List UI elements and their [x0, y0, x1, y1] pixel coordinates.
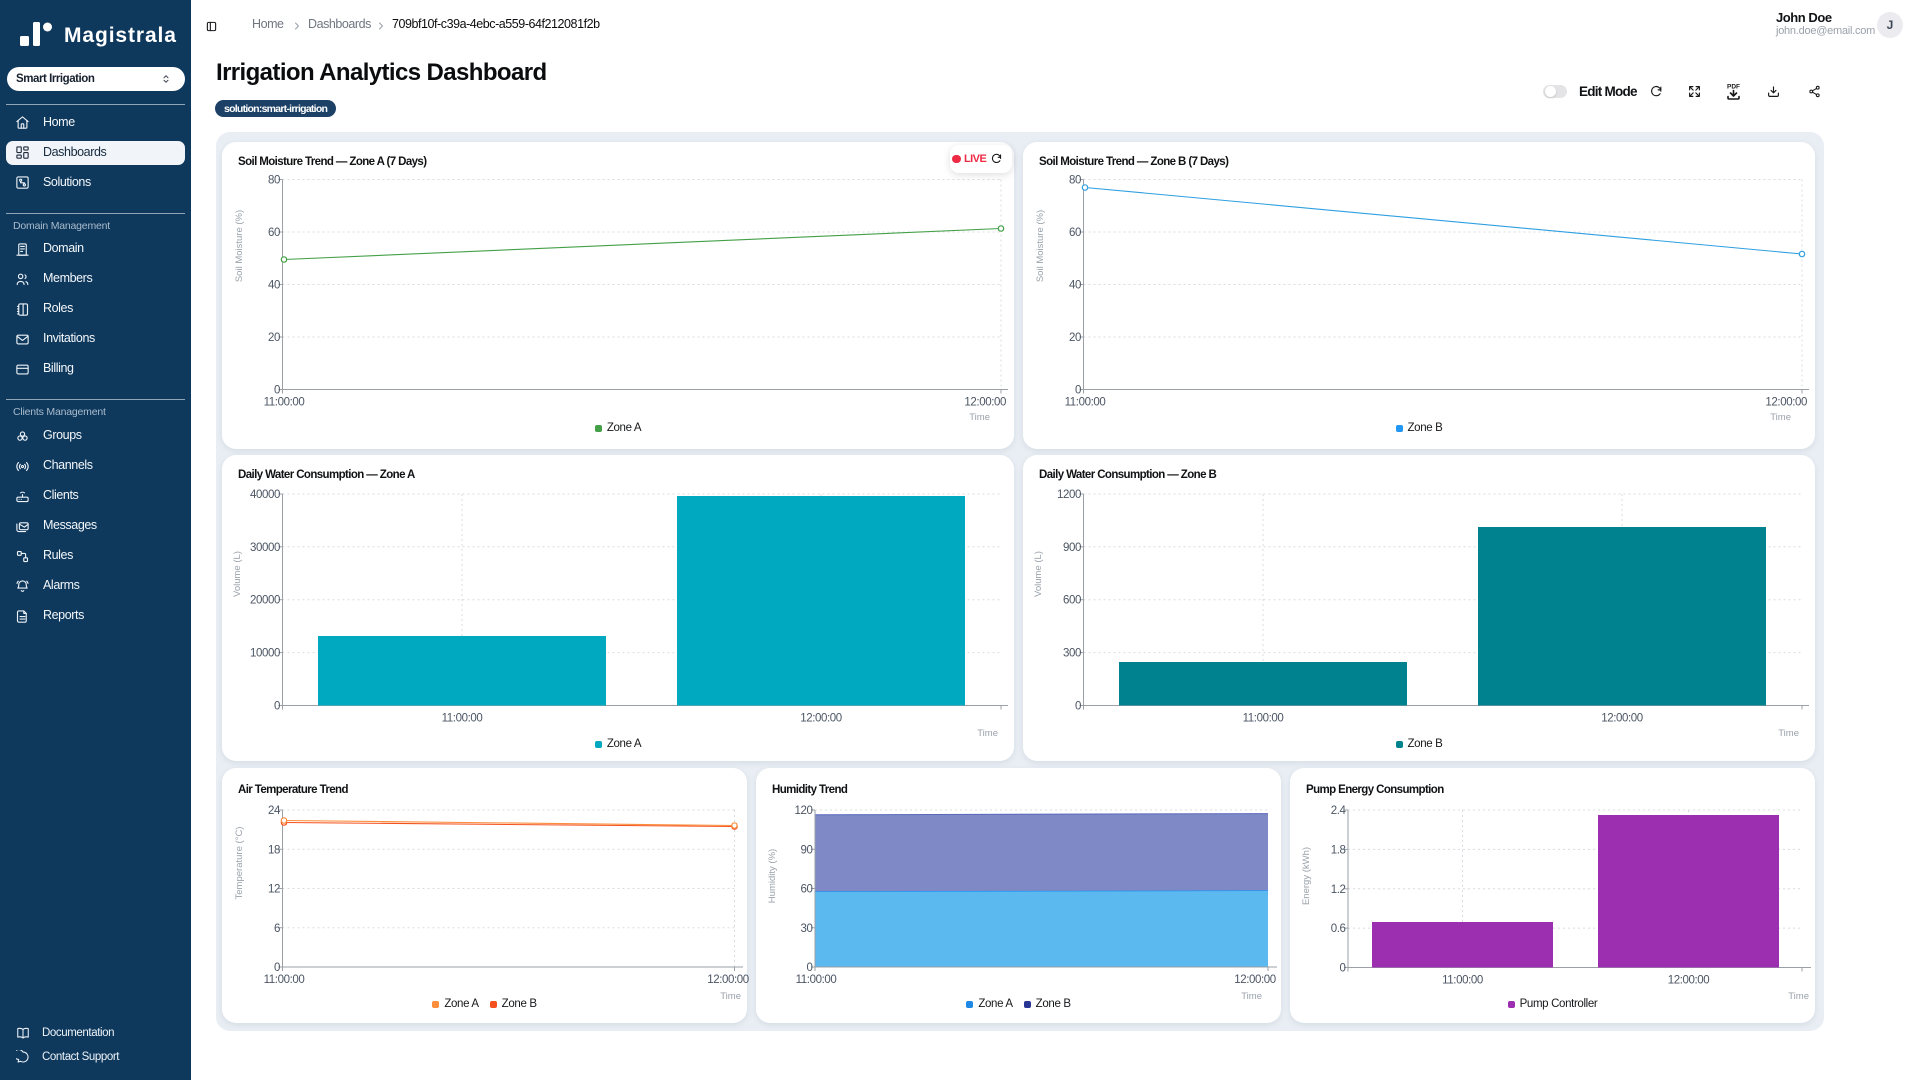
svg-text:40000: 40000 [250, 489, 280, 501]
svg-text:11:00:00: 11:00:00 [264, 397, 305, 409]
svg-text:60: 60 [1069, 227, 1081, 239]
svg-text:0: 0 [1075, 701, 1081, 713]
svg-text:Energy (kWh): Energy (kWh) [1301, 847, 1312, 905]
svg-text:Volume (L): Volume (L) [1033, 551, 1044, 597]
svg-text:Volume (L): Volume (L) [232, 551, 243, 597]
svg-text:600: 600 [1063, 595, 1081, 607]
svg-text:Time: Time [1770, 412, 1791, 423]
svg-text:18: 18 [268, 844, 280, 856]
svg-text:Humidity (%): Humidity (%) [767, 849, 778, 903]
svg-text:1.2: 1.2 [1331, 884, 1346, 896]
svg-text:2.4: 2.4 [1331, 805, 1347, 817]
svg-text:Time: Time [720, 991, 741, 1002]
svg-text:12:00:00: 12:00:00 [707, 974, 749, 986]
svg-text:80: 80 [268, 175, 280, 187]
svg-text:60: 60 [268, 227, 280, 239]
svg-text:24: 24 [268, 805, 281, 817]
svg-text:12: 12 [268, 884, 280, 896]
svg-text:0: 0 [1075, 385, 1081, 397]
svg-text:11:00:00: 11:00:00 [1243, 713, 1284, 725]
svg-text:10000: 10000 [250, 648, 280, 660]
svg-text:40: 40 [268, 280, 280, 292]
svg-text:20: 20 [1069, 332, 1081, 344]
svg-text:11:00:00: 11:00:00 [1442, 975, 1483, 987]
svg-text:6: 6 [274, 923, 280, 935]
svg-text:1200: 1200 [1057, 489, 1081, 501]
svg-text:0: 0 [274, 385, 280, 397]
svg-text:300: 300 [1063, 648, 1081, 660]
svg-text:20000: 20000 [250, 595, 280, 607]
svg-text:11:00:00: 11:00:00 [796, 974, 837, 986]
svg-text:Time: Time [1241, 991, 1262, 1002]
svg-text:30000: 30000 [250, 542, 280, 554]
svg-text:12:00:00: 12:00:00 [1234, 974, 1276, 986]
svg-text:40: 40 [1069, 280, 1081, 292]
svg-text:0: 0 [807, 962, 813, 974]
svg-text:11:00:00: 11:00:00 [264, 974, 305, 986]
svg-text:0: 0 [274, 701, 280, 713]
svg-text:60: 60 [801, 884, 813, 896]
svg-text:12:00:00: 12:00:00 [1668, 975, 1710, 987]
svg-text:Soil Moisture (%): Soil Moisture (%) [1035, 210, 1046, 282]
svg-text:12:00:00: 12:00:00 [964, 397, 1006, 409]
svg-text:90: 90 [801, 844, 813, 856]
svg-text:1.8: 1.8 [1331, 844, 1346, 856]
svg-text:PDF: PDF [1727, 84, 1740, 91]
svg-text:Time: Time [977, 728, 998, 739]
svg-text:80: 80 [1069, 175, 1081, 187]
svg-text:12:00:00: 12:00:00 [1601, 713, 1643, 725]
svg-text:12:00:00: 12:00:00 [800, 713, 842, 725]
svg-text:11:00:00: 11:00:00 [1065, 397, 1106, 409]
svg-text:Temperature (°C): Temperature (°C) [234, 827, 245, 900]
svg-text:0: 0 [1340, 963, 1346, 975]
svg-text:12:00:00: 12:00:00 [1765, 397, 1807, 409]
svg-text:120: 120 [795, 805, 813, 817]
svg-text:Soil Moisture (%): Soil Moisture (%) [234, 210, 245, 282]
svg-text:0: 0 [274, 962, 280, 974]
svg-text:Time: Time [1778, 728, 1799, 739]
svg-text:0.6: 0.6 [1331, 923, 1346, 935]
svg-text:Time: Time [969, 412, 990, 423]
svg-text:Time: Time [1788, 991, 1809, 1002]
svg-text:20: 20 [268, 332, 280, 344]
svg-text:30: 30 [801, 923, 813, 935]
svg-text:900: 900 [1063, 542, 1081, 554]
svg-text:11:00:00: 11:00:00 [442, 713, 483, 725]
